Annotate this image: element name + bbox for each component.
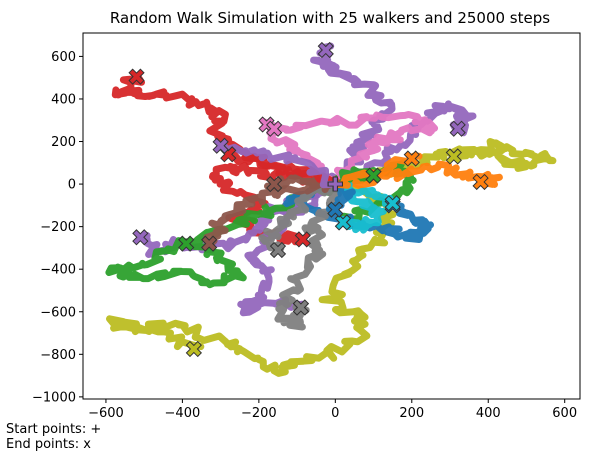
walker-path-9 xyxy=(105,180,339,289)
end-marker-5 xyxy=(317,41,334,59)
y-tick-label: −200 xyxy=(40,220,76,235)
end-marker-20 xyxy=(266,175,283,193)
end-marker-8 xyxy=(449,120,466,137)
start-marker-25 xyxy=(327,176,343,192)
x-tick-label: 400 xyxy=(476,406,501,421)
end-marker-14 xyxy=(292,299,310,316)
end-marker-9 xyxy=(178,235,195,252)
y-tick-label: −600 xyxy=(40,305,76,320)
end-marker-4 xyxy=(294,231,311,248)
walker-path-25 xyxy=(221,143,339,189)
y-tick-label: −800 xyxy=(40,348,76,363)
end-marker-13 xyxy=(269,241,287,259)
x-tick-label: 0 xyxy=(331,406,339,421)
end-marker-24 xyxy=(403,150,420,167)
walker-path-1 xyxy=(106,178,397,377)
end-marker-3 xyxy=(128,68,145,85)
x-axis: −600 −400 −200 0 200 400 600 xyxy=(88,399,577,421)
end-marker-2 xyxy=(445,148,462,165)
y-tick-label: −400 xyxy=(40,263,76,278)
end-marker-17 xyxy=(266,120,283,137)
walker-path-24 xyxy=(331,152,423,189)
end-marker-21 xyxy=(327,201,344,218)
y-tick-label: 600 xyxy=(51,50,76,65)
walker-path-14 xyxy=(274,179,342,331)
y-tick-label: 200 xyxy=(51,135,76,150)
end-marker-19 xyxy=(384,195,401,212)
plot-frame xyxy=(82,32,581,400)
walker-paths xyxy=(105,42,557,377)
x-tick-label: 600 xyxy=(552,406,577,421)
walker-path-23 xyxy=(228,148,339,188)
x-tick-label: 200 xyxy=(399,406,424,421)
start-points-note: Start points: + xyxy=(6,422,102,437)
walker-path-15 xyxy=(203,177,339,248)
x-tick-label: −400 xyxy=(165,406,201,421)
walker-path-5 xyxy=(310,42,396,188)
y-tick-label: 400 xyxy=(51,92,76,107)
y-tick-label: −1000 xyxy=(32,390,76,405)
end-marker-1 xyxy=(185,340,203,358)
y-tick-label: 0 xyxy=(68,178,76,193)
end-marker-12 xyxy=(472,173,489,191)
end-points-note: End points: x xyxy=(6,437,91,452)
end-marker-25 xyxy=(212,137,229,154)
x-tick-label: −600 xyxy=(88,406,124,421)
end-marker-22 xyxy=(365,167,382,184)
end-marker-15 xyxy=(201,235,218,252)
walker-markers xyxy=(128,41,489,358)
walker-path-17 xyxy=(273,111,438,188)
end-marker-6 xyxy=(132,229,149,246)
chart-title: Random Walk Simulation with 25 walkers a… xyxy=(110,9,550,27)
y-axis: −1000 −800 −600 −400 −200 0 200 400 600 xyxy=(32,50,83,405)
x-tick-label: −200 xyxy=(241,406,277,421)
